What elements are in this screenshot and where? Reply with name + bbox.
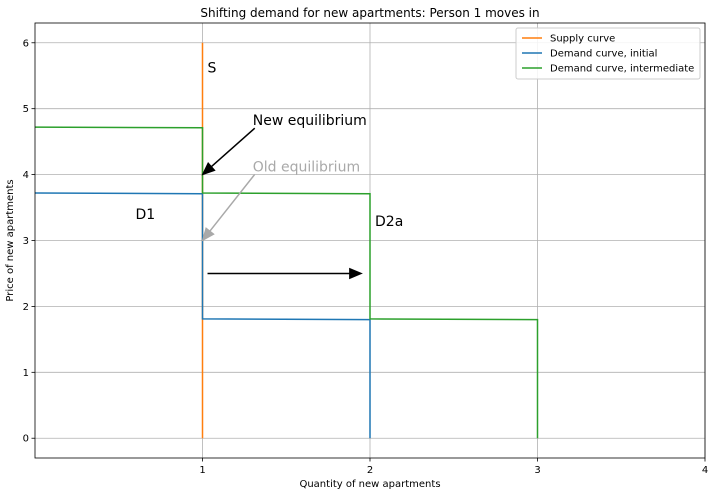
annotation-label: D1 <box>136 207 156 223</box>
legend: Supply curve Demand curve, initial Demand … <box>515 27 701 80</box>
x-tick-label: 3 <box>534 465 540 476</box>
legend-entry-3: Demand curve, intermediate <box>550 64 694 75</box>
axis-ticks: 1 2 3 4 0 1 2 3 4 5 6 <box>23 38 709 476</box>
y-axis-label: Price of new apartments <box>5 179 16 301</box>
legend-entry-2: Demand curve, initial <box>550 49 657 60</box>
annotations: S D1 D2a New equilibrium Old equilibrium <box>136 60 403 280</box>
annotation-arrow-4-shaft <box>210 127 256 168</box>
annotation-arrow-4 <box>201 127 256 176</box>
annotation-label: New equilibrium <box>253 113 367 129</box>
x-tick-label: 4 <box>702 465 708 476</box>
y-tick-label: 2 <box>23 302 29 313</box>
legend-box <box>515 27 701 80</box>
series-line-3 <box>34 126 539 439</box>
y-tick-label: 3 <box>23 236 29 247</box>
annotation-label: D2a <box>375 214 403 230</box>
chart-title: Shifting demand for new apartments: Pers… <box>200 6 539 20</box>
demand-shift-arrow-head <box>349 267 363 280</box>
legend-entry-1: Supply curve <box>550 34 615 45</box>
series-line-2 <box>34 192 371 439</box>
y-tick-label: 0 <box>23 434 29 445</box>
annotation-label: Old equilibrium <box>253 159 360 175</box>
x-axis-label: Quantity of new apartments <box>299 479 440 490</box>
annotation-arrow-4-head <box>201 161 216 176</box>
y-tick-label: 1 <box>23 368 29 379</box>
annotation-label: S <box>208 60 217 76</box>
x-tick-label: 2 <box>367 465 373 476</box>
annotation-arrow-5-shaft <box>209 173 256 232</box>
demand-shift-arrow <box>207 267 363 280</box>
annotation-arrow-5 <box>201 173 256 242</box>
y-tick-label: 6 <box>23 38 29 49</box>
annotation-arrow-5-head <box>201 227 215 242</box>
y-tick-label: 5 <box>23 104 29 115</box>
y-tick-label: 4 <box>23 170 29 181</box>
x-tick-label: 1 <box>199 465 205 476</box>
